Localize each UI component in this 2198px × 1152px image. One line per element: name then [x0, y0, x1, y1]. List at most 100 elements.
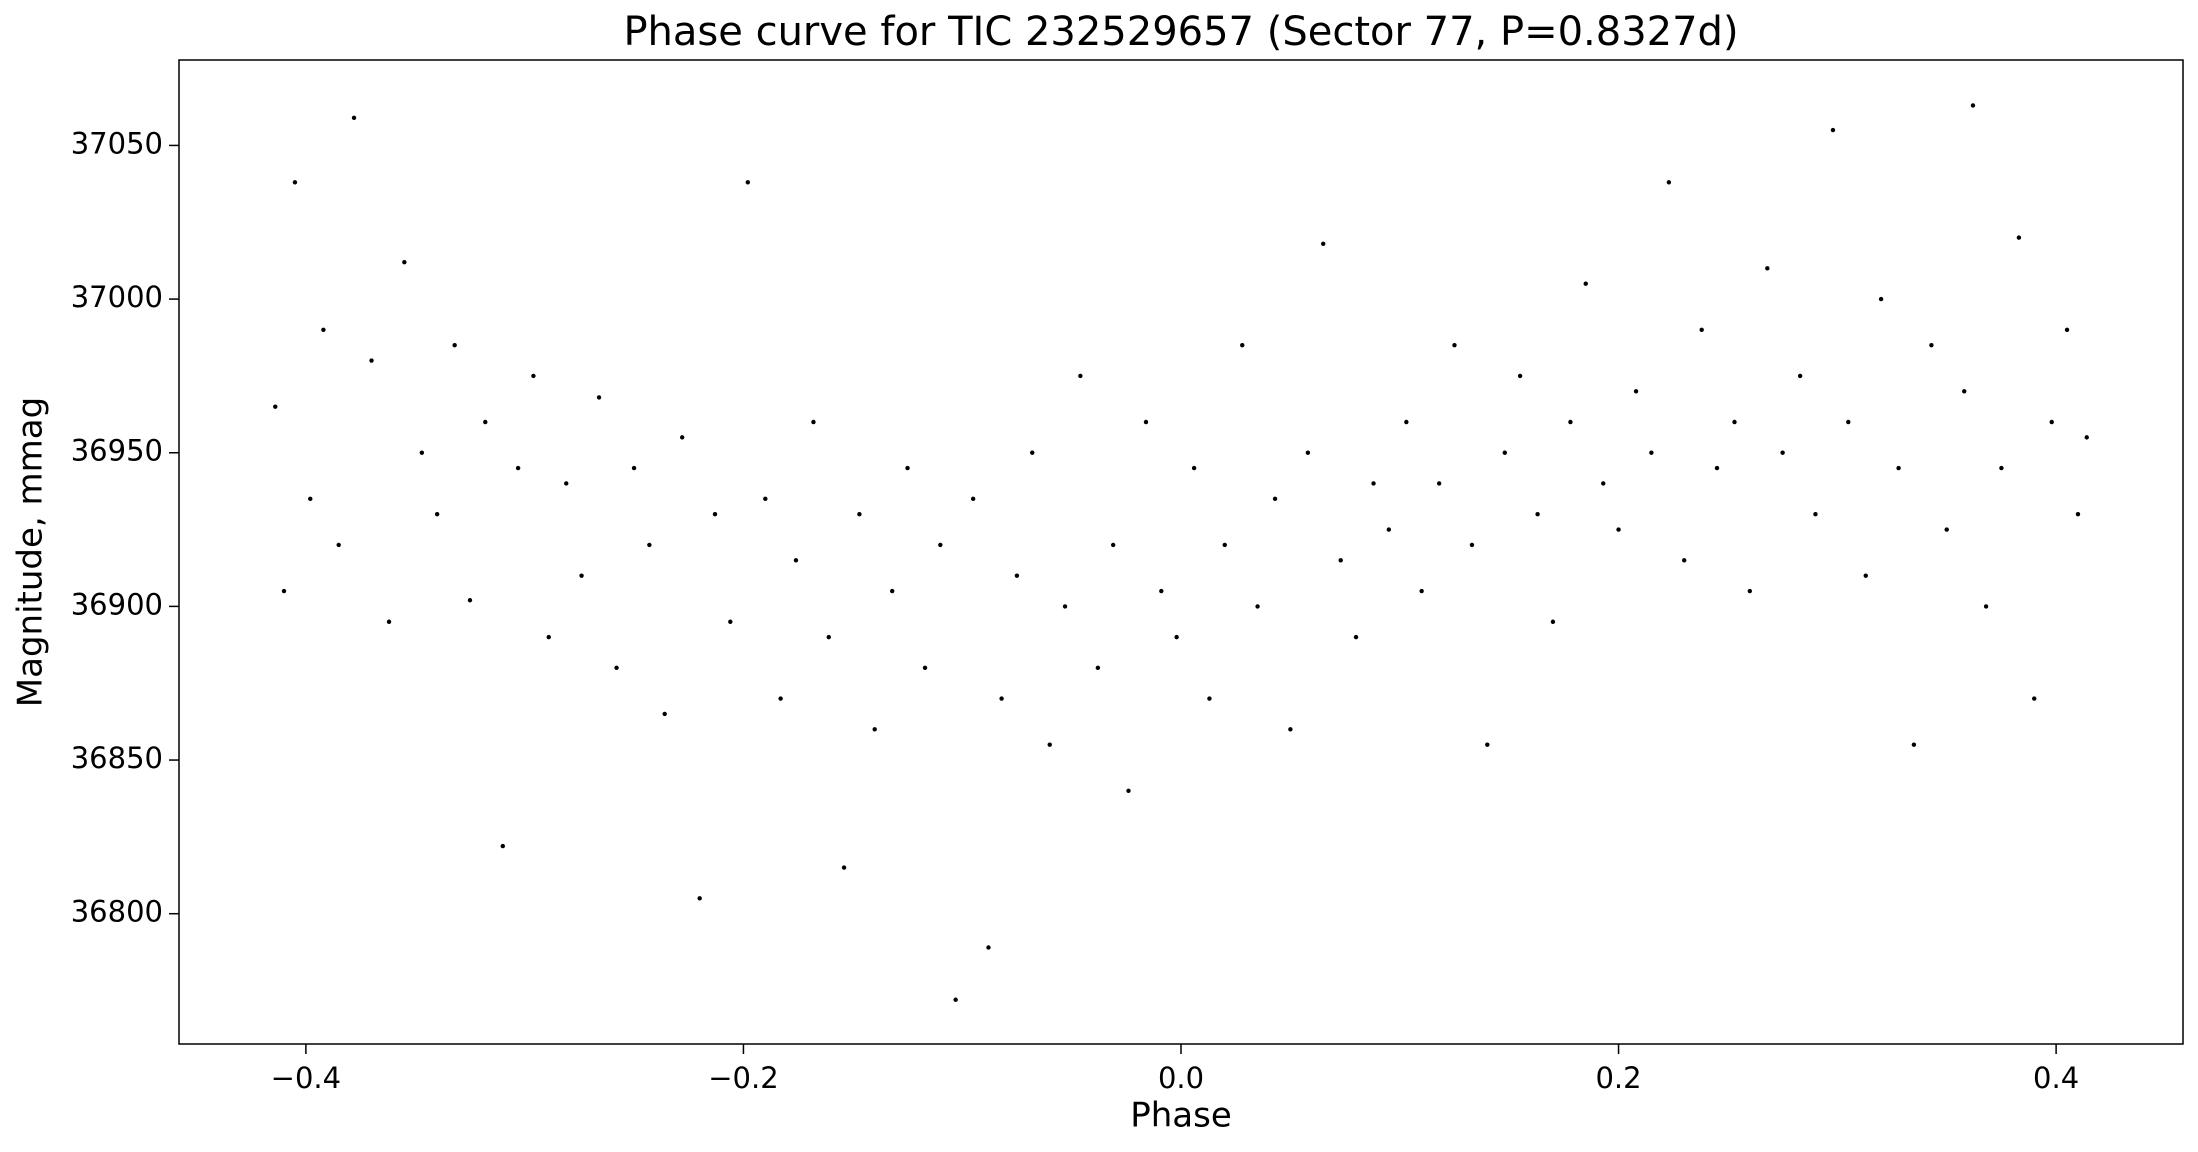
y-tick-label: 36950	[71, 434, 163, 468]
data-point	[1143, 419, 1149, 425]
data-point	[1371, 481, 1376, 486]
data-point	[1502, 450, 1507, 455]
data-point	[467, 598, 473, 603]
data-point	[1944, 527, 1949, 532]
data-point	[2064, 327, 2070, 333]
data-point	[546, 634, 551, 640]
data-point	[1830, 127, 1836, 133]
data-point	[745, 180, 751, 185]
data-point	[273, 404, 278, 409]
data-point	[1681, 558, 1687, 563]
chart-title: Phase curve for TIC 232529657 (Sector 77…	[623, 9, 1738, 55]
data-point	[1863, 573, 1868, 578]
data-point	[281, 588, 287, 594]
x-tick-label: 0.2	[1595, 1061, 1641, 1095]
data-point	[1797, 373, 1803, 379]
data-point	[515, 465, 521, 471]
data-point	[1255, 604, 1260, 609]
data-point	[1813, 512, 1818, 517]
data-point	[647, 542, 652, 548]
data-point	[826, 634, 831, 640]
data-point	[292, 180, 298, 185]
data-point	[614, 665, 619, 671]
data-point	[778, 696, 783, 701]
y-axis-label: Magnitude, mmag	[11, 397, 51, 707]
data-point	[938, 542, 943, 548]
data-point	[1616, 527, 1621, 532]
data-point	[922, 665, 928, 671]
data-point	[2049, 419, 2054, 425]
data-point	[1222, 542, 1227, 548]
data-point	[1666, 180, 1672, 185]
data-point	[1095, 665, 1101, 671]
data-point	[500, 843, 505, 849]
data-point	[1970, 103, 1976, 108]
data-point	[1568, 419, 1573, 425]
y-tick-label: 36800	[71, 895, 163, 929]
data-point	[793, 558, 799, 563]
y-tick-label: 36850	[71, 741, 163, 775]
data-point	[2032, 696, 2037, 701]
data-point	[1159, 588, 1164, 594]
data-point	[890, 588, 895, 594]
data-point	[857, 512, 862, 517]
data-point	[1078, 373, 1083, 379]
data-point	[1714, 465, 1720, 471]
data-point	[1126, 788, 1131, 793]
data-point	[483, 419, 488, 425]
data-point	[1386, 527, 1392, 532]
data-point	[1288, 727, 1293, 732]
data-point	[1452, 342, 1457, 348]
data-point	[712, 512, 718, 517]
data-point	[1174, 634, 1179, 640]
data-point	[1649, 450, 1654, 455]
data-point	[728, 619, 733, 624]
data-point	[336, 542, 341, 548]
data-point	[452, 342, 457, 348]
data-point	[1469, 542, 1475, 548]
data-point	[402, 260, 407, 265]
data-point	[1896, 465, 1901, 471]
x-tick-label: 0.4	[2033, 1061, 2079, 1095]
data-point	[999, 696, 1004, 701]
data-point	[1404, 419, 1409, 425]
data-point	[662, 711, 667, 717]
x-axis-label: Phase	[1130, 1096, 1232, 1136]
data-point	[811, 419, 816, 425]
data-point	[1047, 742, 1052, 747]
data-point	[369, 358, 374, 363]
y-tick-label: 36900	[71, 587, 163, 621]
data-point	[321, 327, 326, 333]
data-point	[1535, 512, 1540, 517]
x-tick-label: 0.0	[1158, 1061, 1204, 1095]
data-point	[986, 945, 991, 950]
data-point	[1846, 419, 1851, 425]
data-point	[1550, 619, 1556, 624]
data-point	[763, 496, 768, 502]
data-point	[2075, 512, 2081, 517]
data-point	[419, 450, 425, 455]
data-point	[1014, 573, 1020, 578]
data-point	[1999, 465, 2004, 471]
data-point	[1272, 496, 1278, 502]
x-tick-label: −0.2	[708, 1061, 778, 1095]
x-tick-label: −0.4	[271, 1061, 341, 1095]
data-point	[1321, 241, 1326, 246]
data-point	[970, 496, 976, 502]
data-point	[1878, 296, 1884, 302]
data-point	[1062, 604, 1068, 609]
data-point	[1699, 327, 1704, 333]
data-point	[631, 465, 637, 471]
data-point	[1747, 588, 1753, 594]
data-point	[1983, 604, 1989, 609]
data-point	[386, 619, 392, 624]
data-point	[1601, 481, 1606, 486]
y-tick-label: 37000	[71, 280, 163, 314]
data-point	[841, 865, 847, 870]
data-point	[953, 997, 958, 1002]
data-point	[2084, 435, 2089, 440]
data-point	[531, 373, 536, 379]
data-point	[596, 395, 602, 400]
data-point	[905, 465, 910, 471]
